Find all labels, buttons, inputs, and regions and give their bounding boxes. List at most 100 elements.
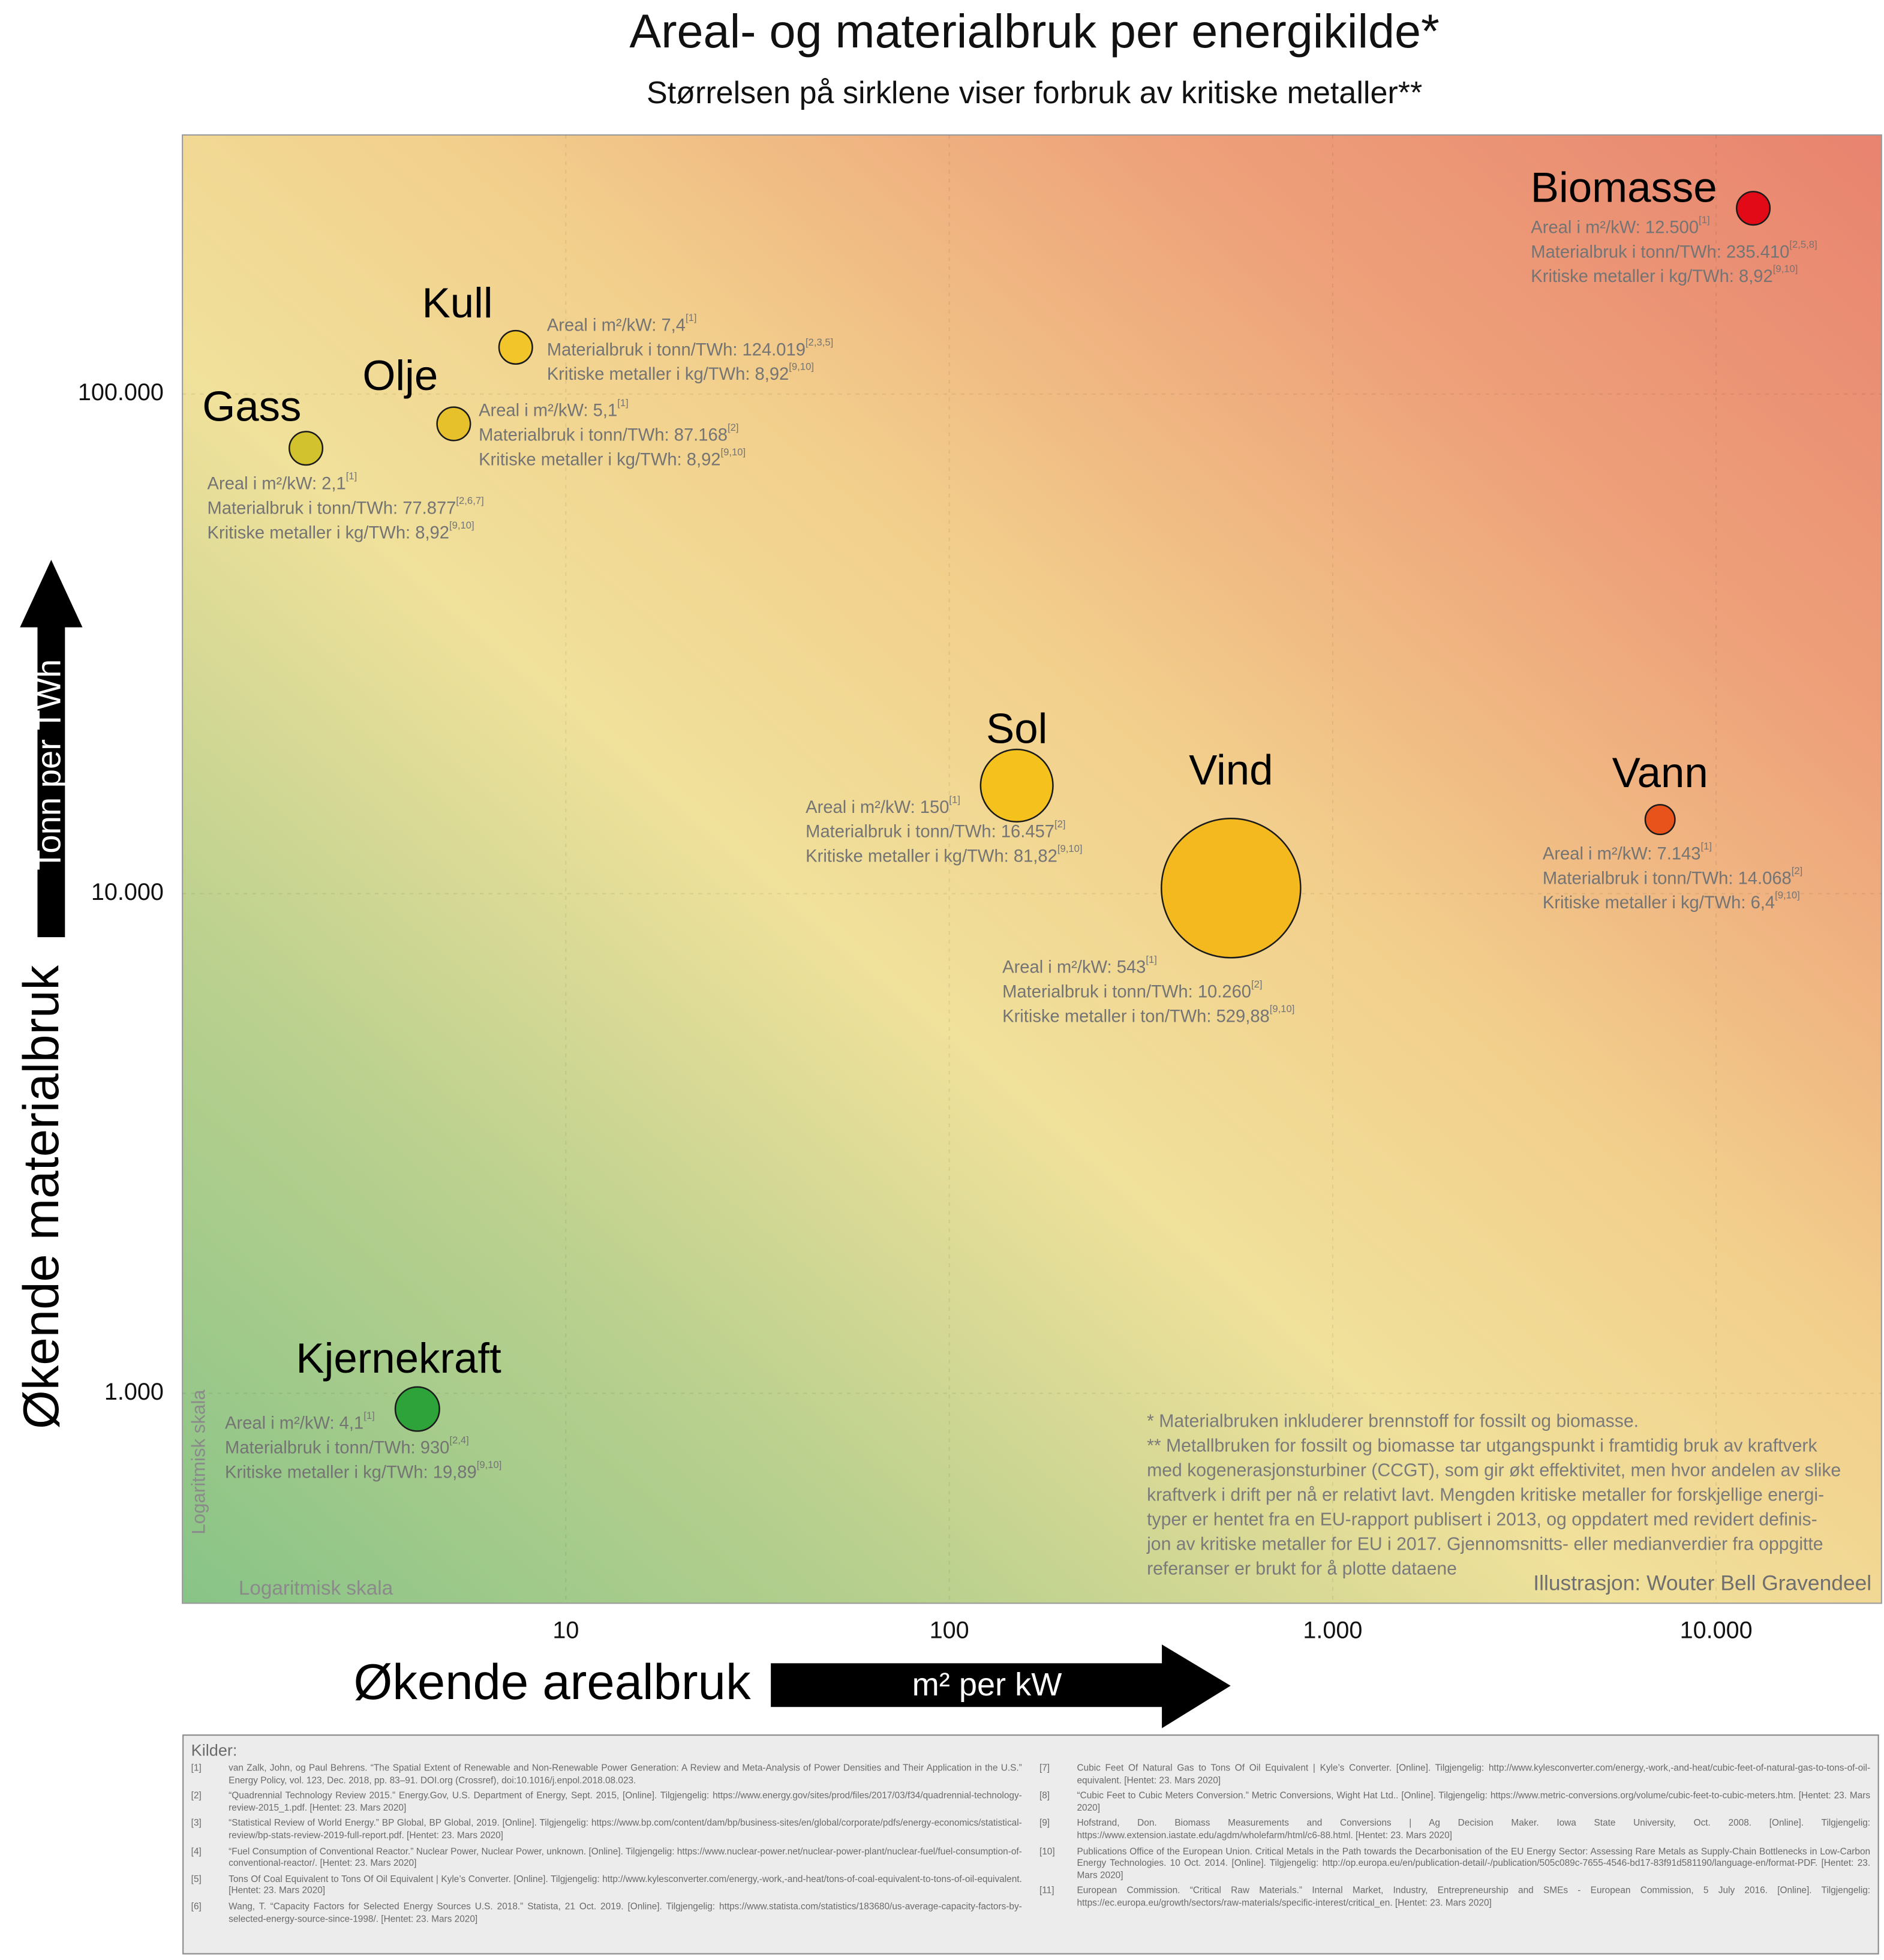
detail-text: Materialbruk i tonn/TWh: 87.168 (479, 425, 728, 445)
point-detail: Materialbruk i tonn/TWh: 124.019[2,3,5] (547, 337, 833, 359)
detail-ref: [9,10] (477, 1459, 502, 1470)
point-detail: Kritiske metaller i kg/TWh: 8,92[9,10] (1531, 263, 1798, 286)
source-text: “Cubic Feet to Cubic Meters Conversion.”… (1077, 1790, 1871, 1813)
x-unit: m² per kW (912, 1667, 1062, 1703)
point-detail: Areal i m²/kW: 7,4[1] (547, 312, 697, 335)
point-detail: Areal i m²/kW: 5,1[1] (479, 398, 629, 421)
detail-ref: [2,6,7] (456, 495, 483, 506)
detail-text: Areal i m²/kW: 4,1 (225, 1413, 363, 1433)
detail-ref: [1] (1699, 214, 1710, 226)
bubble (1736, 191, 1771, 226)
detail-ref: [1] (346, 471, 357, 482)
detail-ref: [2,3,5] (806, 337, 833, 348)
point-name: Vann (1612, 749, 1708, 797)
detail-ref: [1] (949, 794, 960, 806)
bubble (1644, 804, 1676, 836)
source-text: van Zalk, John, og Paul Behrens. “The Sp… (229, 1761, 1022, 1785)
source-item: [4] “Fuel Consumption of Conventional Rea… (191, 1845, 1022, 1869)
source-text: “Statistical Review of World Energy.” BP… (229, 1817, 1022, 1841)
detail-ref: [1] (1700, 841, 1712, 852)
x-tick-label: 1.000 (1303, 1617, 1362, 1644)
source-id: [10] (1039, 1845, 1055, 1857)
point-detail: Materialbruk i tonn/TWh: 87.168[2] (479, 422, 738, 445)
bubble (394, 1386, 440, 1432)
footnote: * Materialbruken inkluderer brennstoff f… (1146, 1411, 1841, 1578)
point-detail: Kritiske metaller i ton/TWh: 529,88[9,10… (1002, 1003, 1294, 1026)
source-item: [9] Hofstrand, Don. Biomass Measurements … (1039, 1817, 1870, 1841)
source-item: [2] “Quadrennial Technology Review 2015.”… (191, 1790, 1022, 1814)
detail-text: Kritiske metaller i kg/TWh: 8,92 (208, 523, 449, 542)
bubble (979, 748, 1054, 823)
footnote-line: typer er hentet fra en EU-rapport publis… (1147, 1509, 1817, 1529)
chart-title: Areal- og materialbruk per energikilde* (629, 4, 1439, 58)
x-tick-label: 100 (930, 1617, 969, 1644)
sources-title: Kilder: (191, 1740, 238, 1760)
detail-ref: [2,5,8] (1789, 239, 1817, 250)
point-detail: Areal i m²/kW: 7.143[1] (1543, 841, 1712, 863)
source-id: [11] (1039, 1884, 1054, 1896)
detail-text: Kritiske metaller i kg/TWh: 19,89 (225, 1463, 477, 1482)
y-arrow (20, 560, 83, 938)
footnote-line: kraftverk i drift per nå er relativt lav… (1147, 1485, 1824, 1505)
detail-text: Kritiske metaller i kg/TWh: 81,82 (806, 847, 1057, 866)
point-detail: Areal i m²/kW: 543[1] (1002, 955, 1157, 977)
point-name: Sol (986, 706, 1047, 753)
point-name: Gass (202, 383, 301, 430)
source-id: [5] (191, 1872, 202, 1884)
plot-area (182, 134, 1882, 1604)
source-text: Wang, T. “Capacity Factors for Selected … (229, 1900, 1022, 1924)
detail-text: Materialbruk i tonn/TWh: 235.410 (1531, 242, 1789, 262)
y-unit: Tonn per TWh (29, 659, 67, 871)
source-item: [10] Publications Office of the European … (1039, 1845, 1870, 1881)
point-detail: Materialbruk i tonn/TWh: 930[2,4] (225, 1434, 469, 1457)
sources-column: [1] van Zalk, John, og Paul Behrens. “The… (191, 1762, 1022, 1928)
detail-ref: [1] (1146, 955, 1157, 966)
footnote-line: med kogenerasjonsturbiner (CCGT), som gi… (1147, 1460, 1841, 1480)
point-detail: Kritiske metaller i kg/TWh: 8,92[9,10] (547, 361, 814, 384)
source-text: Hofstrand, Don. Biomass Measurements and… (1077, 1817, 1871, 1841)
point-detail: Materialbruk i tonn/TWh: 10.260[2] (1002, 979, 1262, 1001)
point-detail: Kritiske metaller i kg/TWh: 8,92[9,10] (208, 520, 474, 542)
detail-text: Kritiske metaller i kg/TWh: 8,92 (1531, 267, 1772, 286)
source-id: [6] (191, 1900, 202, 1912)
source-id: [3] (191, 1817, 202, 1829)
detail-text: Areal i m²/kW: 12.500 (1531, 218, 1699, 237)
source-text: “Quadrennial Technology Review 2015.” En… (229, 1790, 1022, 1813)
footnote-line: ** Metallbruken for fossilt og biomasse … (1147, 1436, 1817, 1455)
detail-ref: [9,10] (1773, 263, 1798, 275)
source-item: [7] Cubic Feet Of Natural Gas to Tons Of … (1039, 1762, 1870, 1786)
source-item: [1] van Zalk, John, og Paul Behrens. “The… (191, 1762, 1022, 1786)
detail-text: Kritiske metaller i kg/TWh: 6,4 (1543, 893, 1775, 913)
point-detail: Kritiske metaller i kg/TWh: 6,4[9,10] (1543, 890, 1800, 913)
point-detail: Areal i m²/kW: 2,1[1] (208, 471, 357, 494)
detail-text: Materialbruk i tonn/TWh: 124.019 (547, 340, 806, 359)
bubble (498, 329, 533, 365)
detail-ref: [2] (728, 422, 739, 433)
detail-text: Kritiske metaller i kg/TWh: 8,92 (547, 365, 789, 384)
x-arrow (771, 1644, 1231, 1728)
source-item: [5] Tons Of Coal Equivalent to Tons Of Oi… (191, 1873, 1022, 1897)
x-tick-label: 10.000 (1680, 1617, 1753, 1644)
point-name: Biomasse (1531, 164, 1717, 212)
x-tick-label: 10 (552, 1617, 579, 1644)
detail-ref: [1] (363, 1410, 375, 1422)
point-detail: Materialbruk i tonn/TWh: 14.068[2] (1543, 865, 1802, 888)
credit: Illustrasjon: Wouter Bell Gravendeel (1533, 1571, 1871, 1595)
point-name: Olje (362, 352, 438, 400)
detail-text: Materialbruk i tonn/TWh: 14.068 (1543, 869, 1792, 888)
detail-text: Materialbruk i tonn/TWh: 10.260 (1002, 982, 1251, 1001)
point-name: Kull (422, 280, 493, 327)
point-detail: Kritiske metaller i kg/TWh: 8,92[9,10] (479, 446, 746, 469)
detail-ref: [2,4] (449, 1434, 468, 1446)
detail-ref: [2] (1251, 979, 1263, 990)
source-text: Tons Of Coal Equivalent to Tons Of Oil E… (229, 1872, 1022, 1896)
source-id: [2] (191, 1790, 202, 1801)
point-detail: Kritiske metaller i kg/TWh: 81,82[9,10] (806, 843, 1082, 866)
point-detail: Areal i m²/kW: 12.500[1] (1531, 214, 1709, 237)
sources: Kilder: [1] van Zalk, John, og Paul Behre… (182, 1734, 1879, 1955)
bubble (289, 431, 324, 466)
scale-note: Logaritmisk skala (188, 1389, 209, 1535)
